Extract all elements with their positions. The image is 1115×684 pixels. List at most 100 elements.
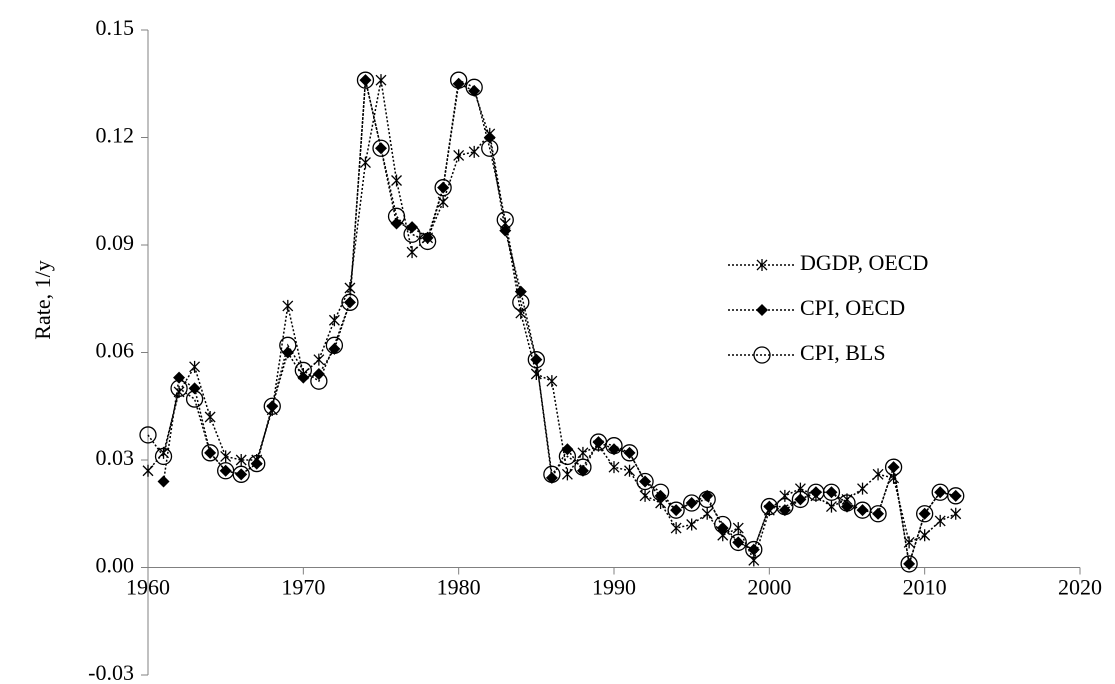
x-tick-label: 1990 xyxy=(592,575,636,600)
point xyxy=(869,505,887,523)
point xyxy=(282,299,294,312)
point xyxy=(372,139,390,157)
point xyxy=(204,446,217,459)
legend-label: CPI, BLS xyxy=(800,340,886,365)
point xyxy=(574,458,592,476)
point xyxy=(220,450,232,463)
point xyxy=(577,446,589,459)
point xyxy=(157,475,170,488)
point xyxy=(391,174,402,187)
point xyxy=(732,522,744,535)
point xyxy=(189,360,201,373)
point xyxy=(825,486,838,499)
point xyxy=(142,464,154,477)
point xyxy=(341,293,359,311)
point xyxy=(279,336,297,354)
point xyxy=(468,84,481,97)
point xyxy=(776,497,794,516)
point xyxy=(235,468,248,481)
legend-marker xyxy=(756,259,768,271)
point xyxy=(716,522,729,535)
point xyxy=(605,437,623,455)
point xyxy=(729,533,747,552)
point xyxy=(434,179,452,197)
point xyxy=(375,74,387,87)
point xyxy=(512,293,530,311)
x-tick-label: 1980 xyxy=(437,575,481,600)
point xyxy=(139,426,157,444)
point xyxy=(263,397,281,415)
point xyxy=(545,471,558,484)
point xyxy=(651,483,670,501)
point xyxy=(406,221,419,234)
point xyxy=(714,515,732,534)
point xyxy=(701,489,714,502)
point xyxy=(359,74,372,87)
point xyxy=(530,368,542,380)
point xyxy=(701,507,713,520)
point xyxy=(950,507,962,520)
point xyxy=(934,514,946,527)
x-tick-label: 2020 xyxy=(1058,575,1102,600)
point xyxy=(791,490,810,509)
y-tick-label: 0.09 xyxy=(96,230,135,255)
point xyxy=(934,486,947,499)
series-line xyxy=(147,79,956,565)
point xyxy=(546,375,558,388)
point xyxy=(481,139,499,157)
point xyxy=(468,145,480,158)
y-tick-label: 0.12 xyxy=(96,123,135,148)
x-tick-label: 2000 xyxy=(747,575,791,600)
point xyxy=(624,464,635,477)
point xyxy=(872,507,885,520)
y-tick-label: -0.03 xyxy=(88,660,134,684)
y-tick-label: 0.00 xyxy=(96,553,135,578)
point xyxy=(900,555,918,573)
point xyxy=(387,207,406,225)
x-tick-label: 2010 xyxy=(903,575,947,600)
point xyxy=(763,500,776,513)
point xyxy=(903,557,916,570)
point xyxy=(872,468,884,481)
point xyxy=(406,246,418,259)
point xyxy=(745,540,763,559)
point xyxy=(639,475,652,488)
legend-label: DGDP, OECD xyxy=(800,250,928,275)
point xyxy=(608,461,620,474)
point xyxy=(543,465,561,483)
y-tick-label: 0.06 xyxy=(96,338,135,363)
point xyxy=(561,468,573,481)
point xyxy=(453,149,465,162)
point xyxy=(294,361,312,380)
point xyxy=(450,71,468,89)
point xyxy=(639,489,651,502)
point xyxy=(403,225,421,243)
point xyxy=(313,353,325,366)
point xyxy=(857,482,868,495)
point xyxy=(732,536,745,549)
point xyxy=(884,458,903,476)
point xyxy=(685,497,698,509)
point xyxy=(916,505,934,523)
point xyxy=(248,454,266,473)
point xyxy=(235,454,247,466)
point xyxy=(838,494,856,512)
point xyxy=(670,522,682,535)
point xyxy=(778,504,791,517)
point xyxy=(310,372,328,390)
point xyxy=(232,465,250,483)
y-tick-label: 0.15 xyxy=(96,15,135,40)
point xyxy=(826,500,837,513)
x-tick-label: 1960 xyxy=(126,575,170,600)
point xyxy=(698,490,716,509)
point xyxy=(219,464,232,477)
series-line xyxy=(147,80,957,563)
point xyxy=(465,78,483,96)
point xyxy=(527,351,545,369)
point xyxy=(918,507,931,520)
point xyxy=(654,489,667,502)
series-line xyxy=(162,79,956,565)
point xyxy=(360,156,371,169)
point xyxy=(620,444,639,462)
